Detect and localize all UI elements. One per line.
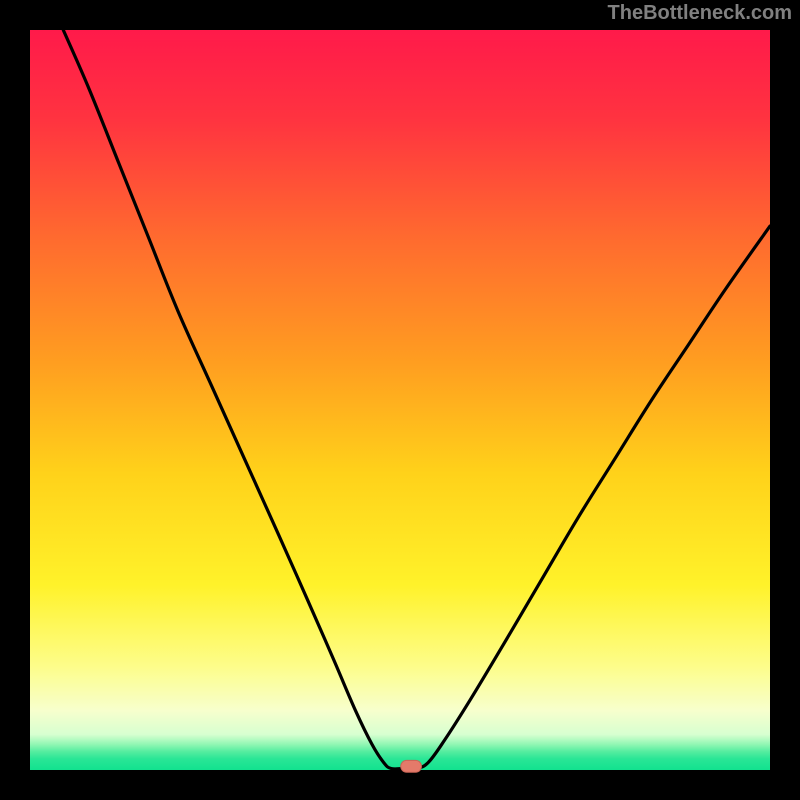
watermark-text: TheBottleneck.com <box>608 2 792 25</box>
optimal-point-marker <box>401 760 422 772</box>
plot-background <box>30 30 770 770</box>
bottleneck-chart <box>0 0 800 800</box>
